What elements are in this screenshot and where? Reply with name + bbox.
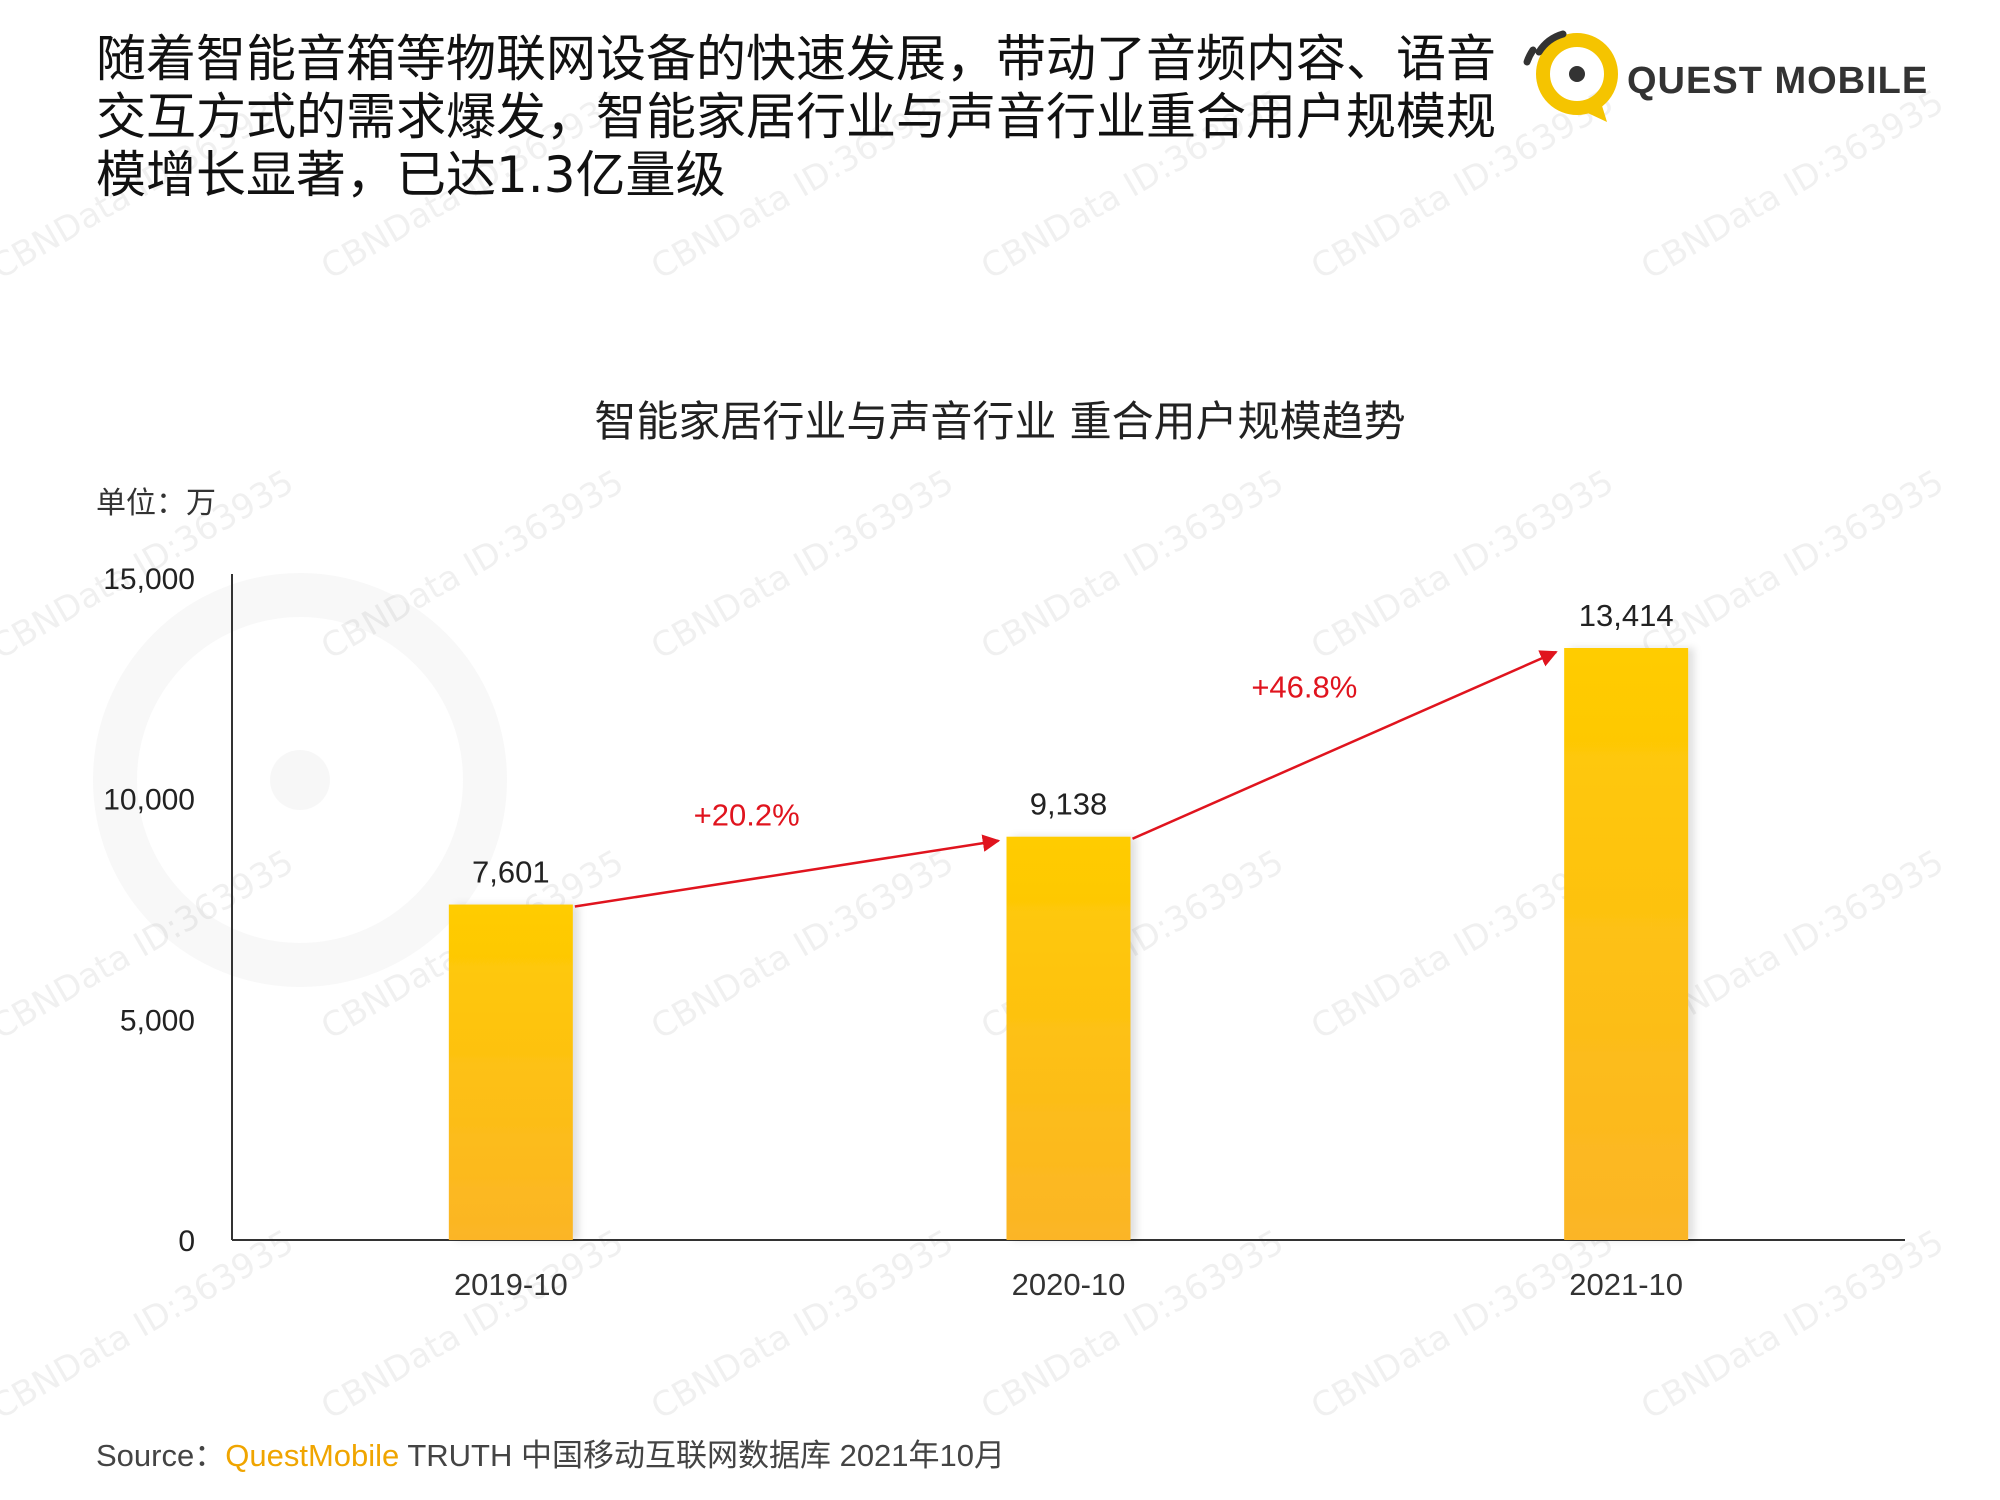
growth-label: +20.2% xyxy=(694,798,800,833)
unit-label: 单位：万 xyxy=(96,486,216,521)
chart-title: 智能家居行业与声音行业 重合用户规模趋势 xyxy=(594,397,1406,446)
y-tick-label: 5,000 xyxy=(120,1004,195,1037)
y-tick-label: 0 xyxy=(178,1225,195,1258)
source-rest: TRUTH 中国移动互联网数据库 2021年10月 xyxy=(399,1438,1006,1473)
growth-label: +46.8% xyxy=(1251,669,1357,704)
x-tick-label: 2020-10 xyxy=(1012,1267,1126,1302)
logo-text: QUEST MOBILE xyxy=(1627,60,1929,102)
bar-2021-10 xyxy=(1564,647,1689,1240)
x-tick-label: 2019-10 xyxy=(454,1267,568,1302)
y-tick-label: 10,000 xyxy=(103,784,195,817)
bar-value-label: 13,414 xyxy=(1579,598,1674,633)
x-tick-label: 2021-10 xyxy=(1569,1267,1683,1302)
headline: 随着智能音箱等物联网设备的快速发展，带动了音频内容、语音交互方式的需求爆发，智能… xyxy=(96,30,1496,204)
quest-mobile-logo xyxy=(1523,30,1618,122)
bar-value-label: 9,138 xyxy=(1030,787,1108,822)
bar-2020-10 xyxy=(1006,836,1131,1240)
source-prefix: Source： xyxy=(96,1438,226,1473)
bar-value-label: 7,601 xyxy=(472,855,550,890)
y-tick-label: 15,000 xyxy=(103,563,195,596)
growth-arrow xyxy=(1131,650,1558,840)
growth-arrow xyxy=(574,834,1001,908)
source-line: Source：QuestMobile TRUTH 中国移动互联网数据库 2021… xyxy=(96,1430,1005,1475)
source-brand: QuestMobile xyxy=(225,1438,400,1473)
bar-2019-10 xyxy=(448,904,573,1240)
